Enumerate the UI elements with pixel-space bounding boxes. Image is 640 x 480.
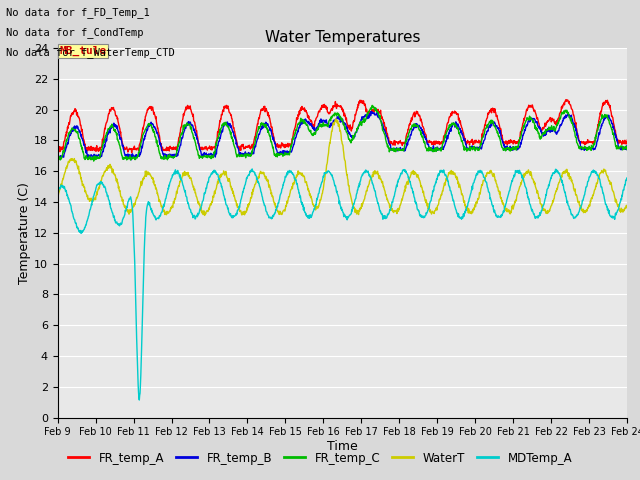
FR_temp_C (98, 147, 106, 153)
FR_temp_A (562, 97, 570, 103)
FR_temp_B (121, 151, 129, 157)
MDTemp_A (308, 213, 316, 219)
FR_temp_A (318, 103, 326, 108)
WaterT (623, 203, 631, 208)
Text: MB_tule: MB_tule (60, 46, 107, 56)
WaterT (121, 203, 129, 208)
Text: No data for f_FD_Temp_1: No data for f_FD_Temp_1 (6, 7, 150, 18)
Line: FR_temp_A: FR_temp_A (58, 100, 627, 153)
MDTemp_A (98, 180, 106, 186)
Line: FR_temp_C: FR_temp_C (58, 106, 627, 161)
FR_temp_A (121, 147, 129, 153)
MDTemp_A (296, 195, 304, 201)
FR_temp_B (379, 121, 387, 127)
Line: FR_temp_B: FR_temp_B (58, 111, 627, 160)
FR_temp_C (318, 124, 326, 130)
FR_temp_A (296, 111, 303, 117)
FR_temp_B (318, 118, 326, 123)
FR_temp_A (623, 137, 631, 143)
Text: No data for f_CondTemp: No data for f_CondTemp (6, 27, 144, 38)
MDTemp_A (318, 179, 326, 185)
WaterT (54, 194, 61, 200)
FR_temp_A (128, 150, 136, 156)
Line: MDTemp_A: MDTemp_A (58, 169, 627, 400)
Title: Water Temperatures: Water Temperatures (265, 30, 420, 46)
Line: WaterT: WaterT (58, 119, 627, 216)
MDTemp_A (136, 397, 143, 403)
FR_temp_B (127, 157, 135, 163)
FR_temp_C (379, 127, 387, 133)
WaterT (332, 116, 340, 122)
Text: No data for f_WaterTemp_CTD: No data for f_WaterTemp_CTD (6, 48, 175, 59)
WaterT (308, 195, 316, 201)
WaterT (379, 179, 387, 184)
FR_temp_B (367, 108, 375, 114)
WaterT (318, 193, 326, 199)
FR_temp_C (90, 158, 97, 164)
FR_temp_A (378, 114, 386, 120)
FR_temp_B (308, 121, 316, 127)
MDTemp_A (121, 212, 129, 217)
FR_temp_A (98, 144, 106, 150)
Legend: FR_temp_A, FR_temp_B, FR_temp_C, WaterT, MDTemp_A: FR_temp_A, FR_temp_B, FR_temp_C, WaterT,… (63, 447, 577, 469)
WaterT (201, 213, 209, 218)
FR_temp_B (296, 125, 303, 131)
MDTemp_A (623, 175, 631, 181)
X-axis label: Time: Time (327, 440, 358, 453)
FR_temp_C (369, 103, 376, 108)
FR_temp_B (54, 152, 61, 157)
MDTemp_A (248, 166, 256, 172)
WaterT (296, 169, 303, 175)
FR_temp_B (623, 147, 631, 153)
FR_temp_A (54, 147, 61, 153)
FR_temp_C (623, 145, 631, 151)
FR_temp_B (98, 153, 106, 159)
WaterT (98, 176, 106, 182)
MDTemp_A (379, 213, 387, 219)
Y-axis label: Temperature (C): Temperature (C) (18, 182, 31, 284)
FR_temp_C (54, 156, 61, 162)
FR_temp_C (308, 131, 316, 137)
FR_temp_A (308, 118, 316, 124)
MDTemp_A (54, 190, 61, 195)
FR_temp_C (296, 120, 303, 126)
FR_temp_C (122, 154, 129, 160)
